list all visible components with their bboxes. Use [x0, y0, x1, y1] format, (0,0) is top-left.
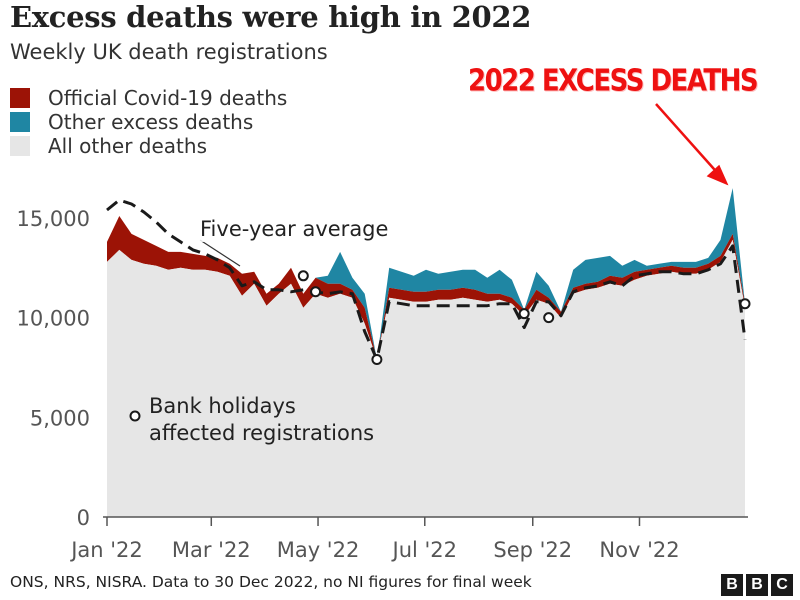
legend-swatch-covid: [10, 88, 30, 108]
bank-holiday-marker: [518, 308, 530, 320]
legend-swatch-other-deaths: [10, 136, 30, 156]
y-tick-label: 0: [77, 506, 90, 530]
x-tick-label: Jan '22: [69, 538, 143, 562]
annotation-arrow-head: [706, 164, 729, 186]
y-tick-label: 15,000: [17, 207, 90, 231]
x-tick-label: May '22: [277, 538, 360, 562]
average-layer: [106, 198, 747, 361]
marker-layer: [297, 270, 751, 366]
five-year-average-label: Five-year average: [200, 217, 388, 241]
bank-holiday-key-label-line1: Bank holidays: [149, 394, 296, 418]
five-year-average-line: [106, 198, 747, 361]
axes-layer: 0 5,000 10,000 15,000 Jan '22 Mar '22 May '22 J…: [17, 207, 748, 562]
area-layer: [107, 188, 745, 517]
bank-holiday-marker: [543, 312, 555, 324]
chart-svg: 0 5,000 10,000 15,000 Jan '22 Mar '22 May '22 J…: [17, 103, 751, 562]
label-layer: Five-year average Bank holidays affected r…: [129, 103, 729, 445]
y-tick-label: 10,000: [17, 307, 90, 331]
x-tick-label: Mar '22: [172, 538, 251, 562]
bank-holiday-key-marker: [129, 410, 141, 422]
area-all-other-deaths: [107, 239, 745, 517]
excess-deaths-annotation: 2022 EXCESS DEATHS: [468, 64, 759, 99]
bbc-logo-letter: B: [721, 574, 743, 596]
source-note: ONS, NRS, NISRA. Data to 30 Dec 2022, no…: [10, 573, 532, 591]
chart-title: Excess deaths were high in 2022: [10, 0, 532, 34]
bank-holiday-marker: [297, 270, 309, 282]
chart-subtitle: Weekly UK death registrations: [10, 40, 328, 64]
legend-swatch-other-excess: [10, 112, 30, 132]
five-year-average-label-bg: [195, 214, 407, 242]
x-tick-label: Jul '22: [391, 538, 458, 562]
bank-holiday-key-label-line2: affected registrations: [149, 421, 374, 445]
legend-label-other-deaths: All other deaths: [48, 134, 207, 158]
annotation-arrow-shaft: [655, 103, 723, 179]
bbc-logo-letter: C: [771, 574, 793, 596]
x-tick-label: Sep '22: [493, 538, 572, 562]
bank-holiday-marker: [739, 298, 751, 310]
y-tick-label: 5,000: [30, 406, 90, 430]
legend-label-other-excess: Other excess deaths: [48, 110, 254, 134]
five-year-average-leader: [199, 239, 241, 267]
bank-holiday-marker: [310, 286, 322, 298]
x-tick-label: Nov '22: [599, 538, 679, 562]
legend-label-covid: Official Covid-19 deaths: [48, 86, 288, 110]
area-other-excess-deaths: [107, 188, 745, 360]
bbc-logo-letter: B: [746, 574, 768, 596]
bank-holiday-marker: [371, 354, 383, 366]
